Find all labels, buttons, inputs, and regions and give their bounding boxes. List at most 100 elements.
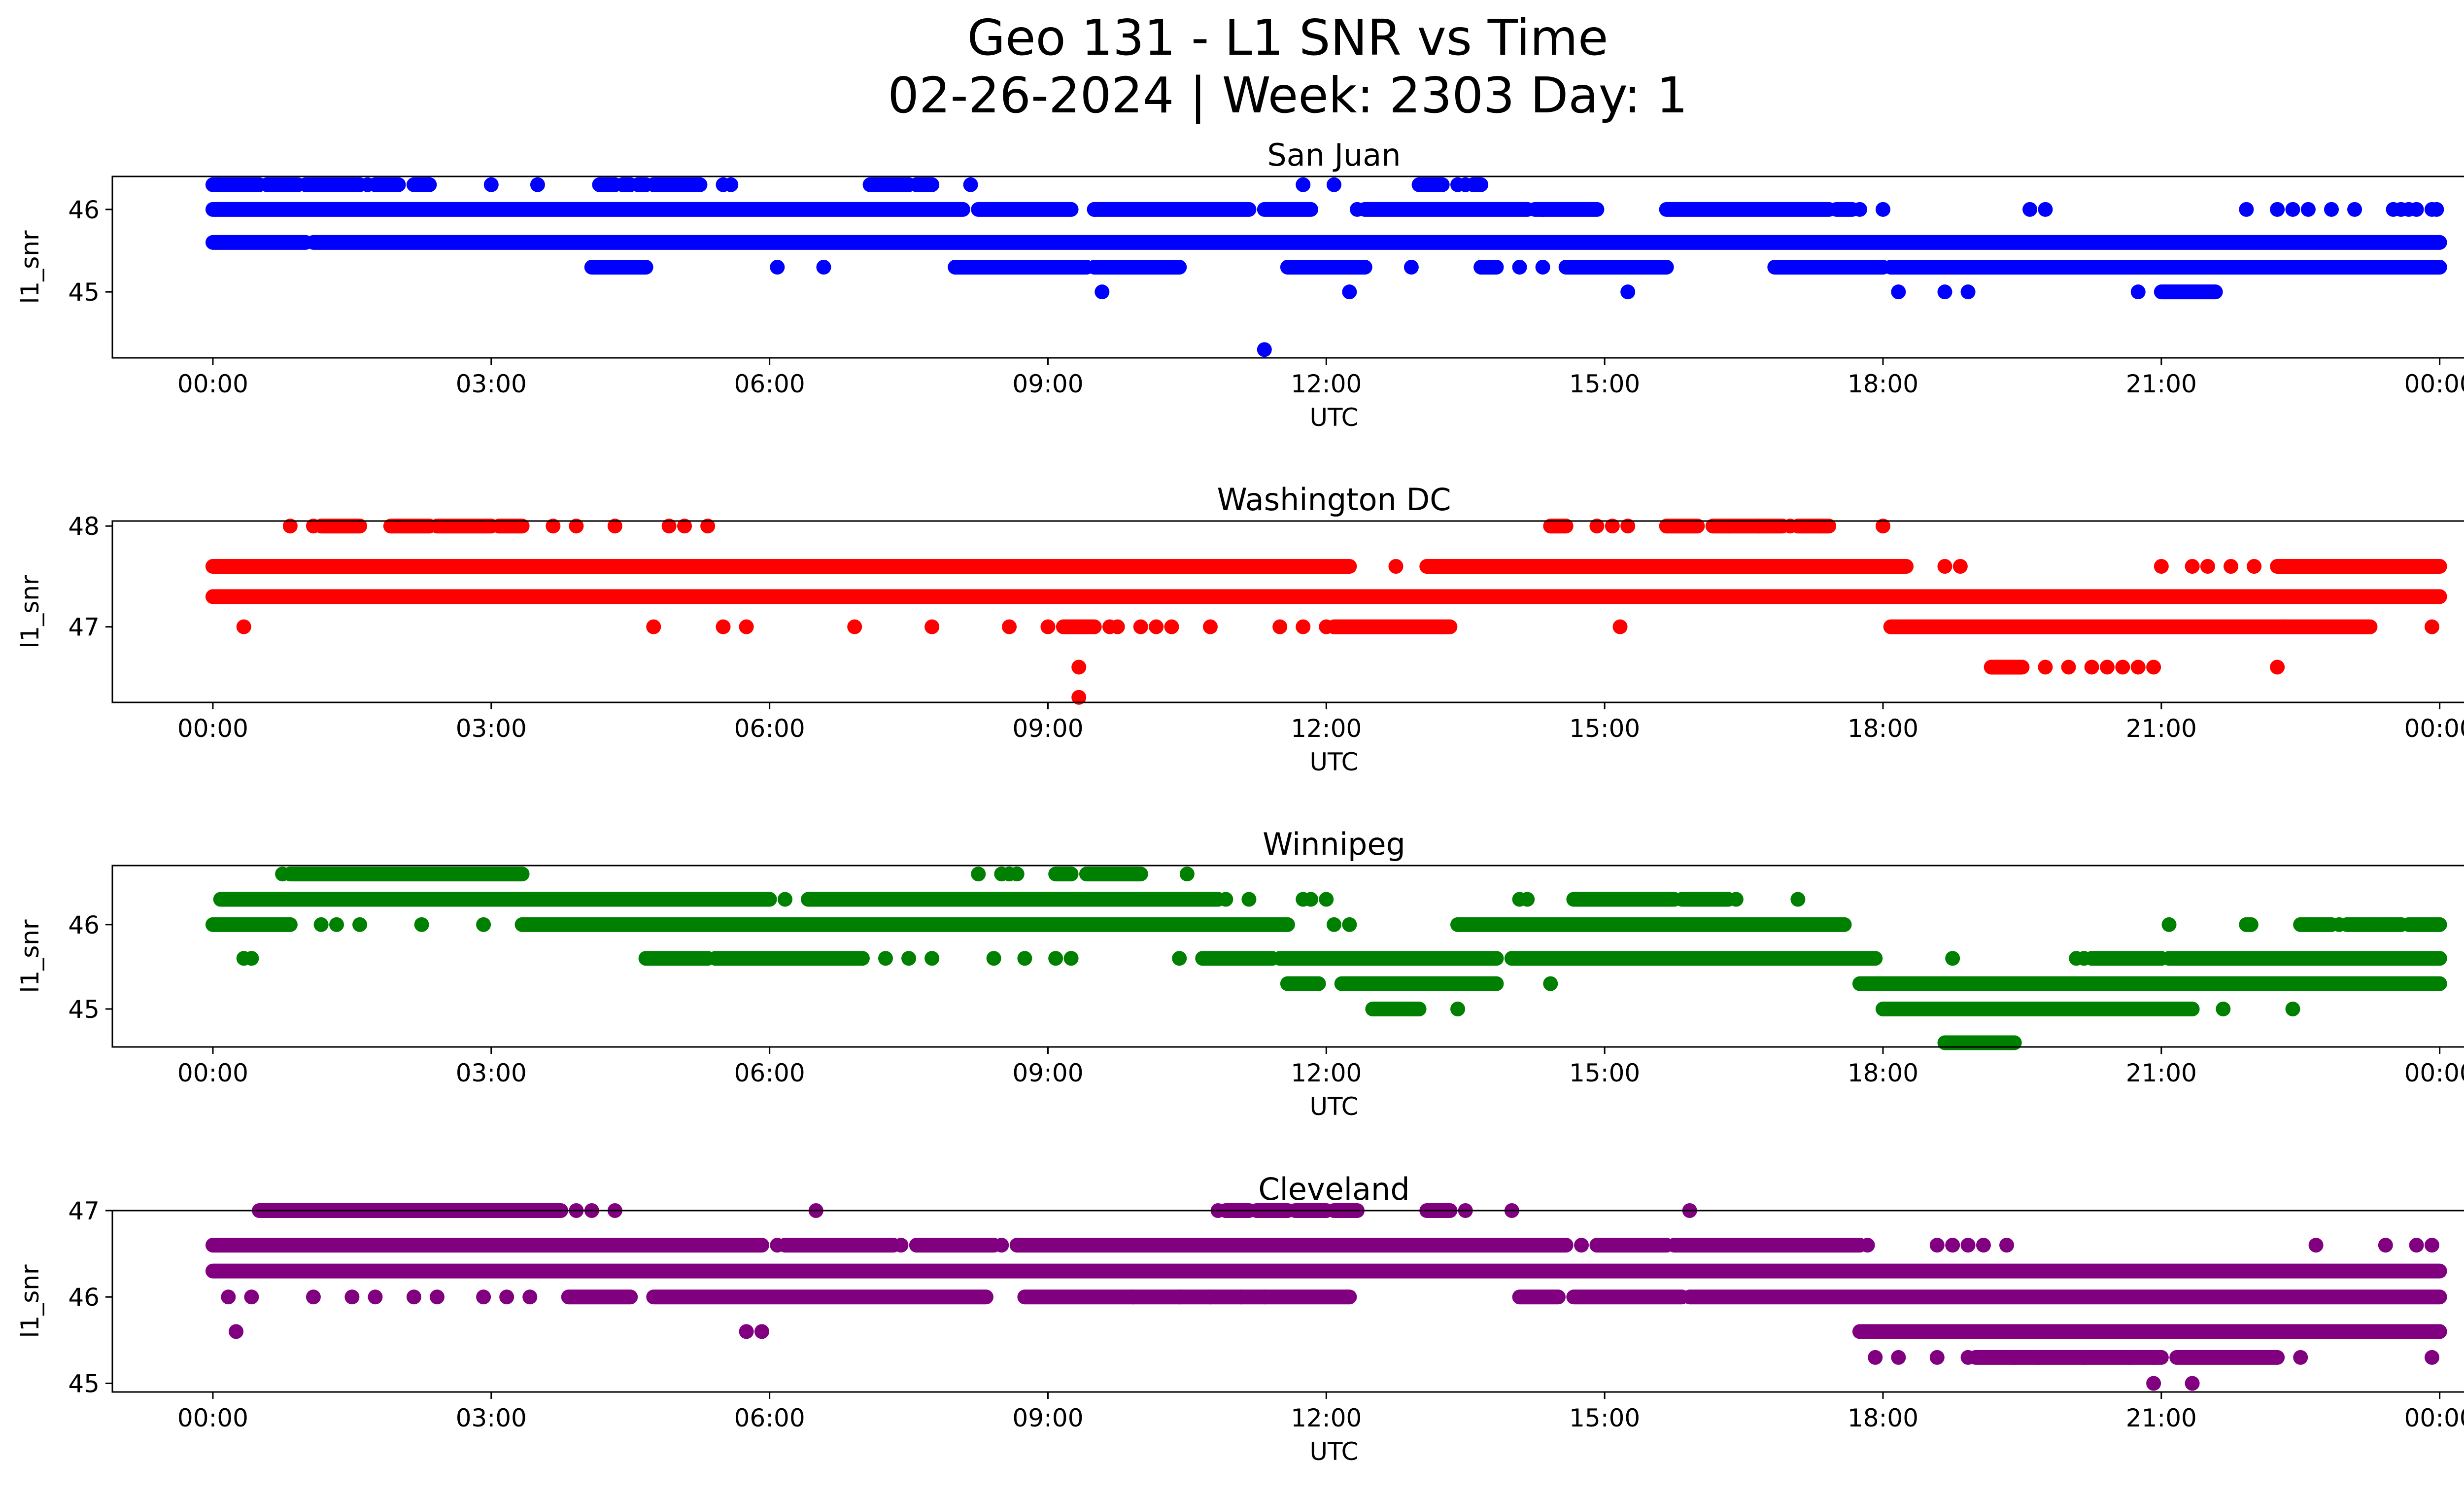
data-point xyxy=(1017,951,1032,966)
x-tick-label: 09:00 xyxy=(1012,714,1083,743)
data-point xyxy=(360,177,375,192)
data-point xyxy=(2347,202,2362,217)
data-point xyxy=(2224,559,2239,574)
data-point xyxy=(344,1289,360,1305)
x-tick-label: 00:00 xyxy=(177,370,248,398)
data-point-run xyxy=(259,177,306,192)
axes-frame xyxy=(111,865,2464,1048)
data-point xyxy=(2285,1001,2300,1016)
data-point xyxy=(646,619,661,634)
data-point xyxy=(1728,892,1744,907)
data-point xyxy=(1342,284,1357,300)
data-point xyxy=(1937,559,1952,574)
data-point xyxy=(2007,1350,2022,1365)
x-tick-label: 00:00 xyxy=(2404,370,2464,398)
data-point xyxy=(1233,1289,1249,1305)
data-point xyxy=(2084,660,2099,675)
data-point-run xyxy=(862,177,917,192)
y-tick-label: 48 xyxy=(68,512,100,541)
x-tick-label: 15:00 xyxy=(1569,370,1640,398)
data-point xyxy=(282,519,298,534)
data-point-run xyxy=(1512,1289,1566,1305)
data-point-run xyxy=(1419,559,1914,574)
data-point-run xyxy=(282,867,530,882)
data-point-run xyxy=(306,235,2447,250)
data-point-run xyxy=(514,917,1295,932)
subplot-cleveland: Cleveland 00:00 03:00 06:00 09:00 12:00 15:00 1… xyxy=(16,1171,2464,1466)
data-point xyxy=(2362,917,2378,932)
data-point xyxy=(1296,177,1311,192)
x-tick-label: 18:00 xyxy=(1848,370,1918,398)
data-point xyxy=(1999,1238,2015,1253)
data-point-run xyxy=(2169,1350,2285,1365)
data-point-run xyxy=(2154,284,2223,300)
data-point-run xyxy=(638,951,716,966)
data-point-run xyxy=(2401,917,2447,932)
data-point xyxy=(1574,1238,1589,1253)
data-point-run xyxy=(1450,917,1852,932)
x-tick-label: 18:00 xyxy=(1848,1404,1918,1432)
data-point xyxy=(901,951,917,966)
data-point-run xyxy=(1087,202,1257,217)
data-point xyxy=(1296,619,1311,634)
data-point xyxy=(1945,951,1960,966)
data-point-run xyxy=(205,177,267,192)
series-group xyxy=(205,519,2447,705)
y-tick-label: 45 xyxy=(68,278,100,307)
data-point xyxy=(1891,1350,1906,1365)
data-point xyxy=(1814,519,1829,534)
data-point-run xyxy=(1852,976,2447,991)
data-point xyxy=(1605,1238,1620,1253)
data-point xyxy=(924,619,940,634)
data-point-run xyxy=(1048,867,1079,882)
data-point xyxy=(2038,660,2053,675)
data-point-run xyxy=(383,519,437,534)
data-point xyxy=(2339,559,2355,574)
data-point xyxy=(2200,559,2215,574)
data-point-run xyxy=(1589,1238,1674,1253)
data-point-run xyxy=(592,177,622,192)
data-point xyxy=(1063,951,1079,966)
x-tick-label: 06:00 xyxy=(734,1059,805,1087)
data-point xyxy=(236,619,251,634)
data-point-run xyxy=(1543,519,1574,534)
axes-frame xyxy=(111,520,2464,703)
subplot-title: Washington DC xyxy=(1217,482,1451,518)
subplot-title: Cleveland xyxy=(1258,1171,1409,1207)
data-point-run xyxy=(205,1238,769,1253)
data-point xyxy=(2146,1350,2161,1365)
data-point xyxy=(2429,202,2444,217)
data-point xyxy=(2123,1350,2138,1365)
x-tick-label: 09:00 xyxy=(1012,1404,1083,1432)
data-point xyxy=(1149,619,1164,634)
data-point xyxy=(2409,202,2424,217)
data-point xyxy=(2038,202,2053,217)
data-point xyxy=(1721,519,1736,534)
x-tick-label: 15:00 xyxy=(1569,714,1640,743)
x-tick-label: 12:00 xyxy=(1291,714,1362,743)
data-point xyxy=(661,519,677,534)
data-point xyxy=(2115,660,2130,675)
data-point xyxy=(1133,619,1148,634)
data-point xyxy=(1202,619,1218,634)
data-point xyxy=(1875,202,1890,217)
y-tick-label: 46 xyxy=(68,911,100,939)
data-point xyxy=(1937,284,1952,300)
data-point xyxy=(723,177,739,192)
subplot-san-juan: San Juan 00:00 03:00 06:00 09:00 12:00 15:00 18… xyxy=(16,137,2464,432)
data-point xyxy=(716,619,731,634)
series-group xyxy=(205,1203,2447,1391)
data-point xyxy=(483,177,499,192)
data-point-run xyxy=(1937,1035,2022,1050)
x-axis-label: UTC xyxy=(1309,748,1358,776)
x-tick-label: 12:00 xyxy=(1291,370,1362,398)
data-point-run xyxy=(1682,1289,2447,1305)
x-tick-label: 12:00 xyxy=(1291,1059,1362,1087)
x-axis-label: UTC xyxy=(1309,403,1358,432)
data-point xyxy=(1388,559,1403,574)
axes-frame xyxy=(111,1210,2464,1393)
data-point xyxy=(2061,660,2076,675)
data-point xyxy=(1218,892,1233,907)
data-point xyxy=(778,892,793,907)
data-point xyxy=(1605,519,1620,534)
